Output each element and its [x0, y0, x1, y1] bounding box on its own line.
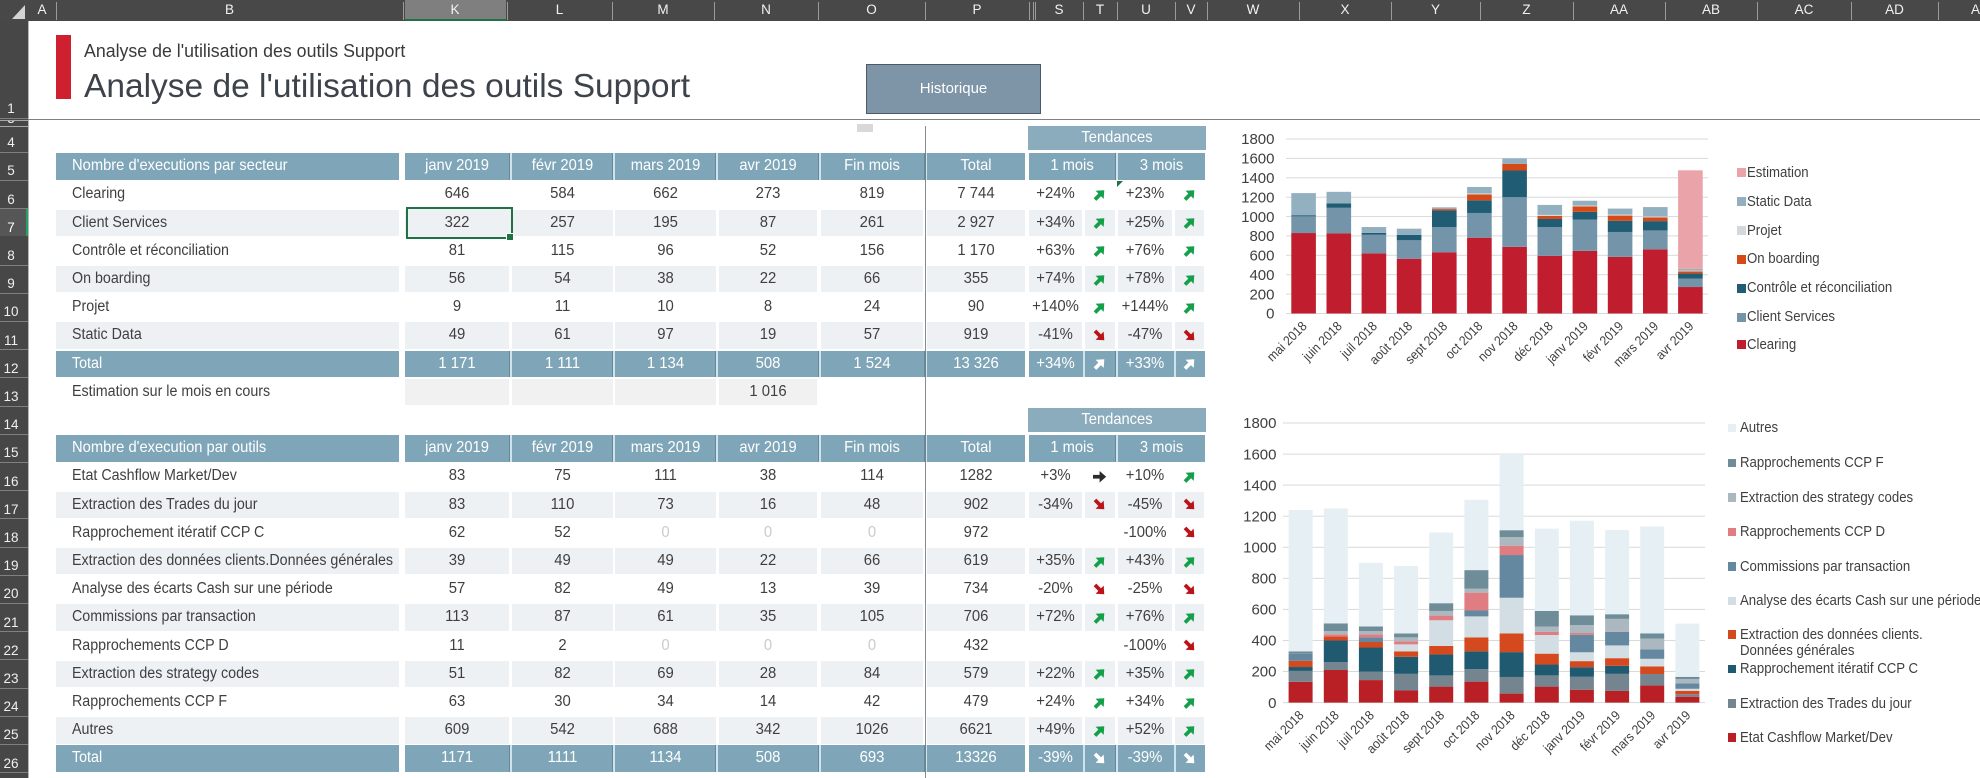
svg-text:1800: 1800	[1243, 415, 1276, 432]
svg-text:1000: 1000	[1241, 209, 1274, 226]
svg-text:1600: 1600	[1243, 446, 1276, 463]
svg-text:1200: 1200	[1243, 508, 1276, 525]
svg-text:avr 2019: avr 2019	[1653, 319, 1697, 363]
svg-text:400: 400	[1249, 267, 1274, 284]
svg-text:1200: 1200	[1241, 189, 1274, 206]
svg-text:0: 0	[1266, 306, 1274, 323]
svg-text:400: 400	[1251, 633, 1276, 650]
svg-text:avr 2019: avr 2019	[1650, 708, 1694, 752]
svg-text:800: 800	[1249, 228, 1274, 245]
svg-text:1800: 1800	[1241, 131, 1274, 148]
svg-text:1400: 1400	[1241, 170, 1274, 187]
svg-text:1000: 1000	[1243, 540, 1276, 557]
svg-text:200: 200	[1249, 286, 1274, 303]
svg-text:0: 0	[1268, 695, 1276, 712]
svg-text:600: 600	[1249, 248, 1274, 265]
svg-text:1600: 1600	[1241, 151, 1274, 168]
svg-text:800: 800	[1251, 571, 1276, 588]
svg-text:200: 200	[1251, 664, 1276, 681]
svg-text:600: 600	[1251, 602, 1276, 619]
svg-text:1400: 1400	[1243, 477, 1276, 494]
